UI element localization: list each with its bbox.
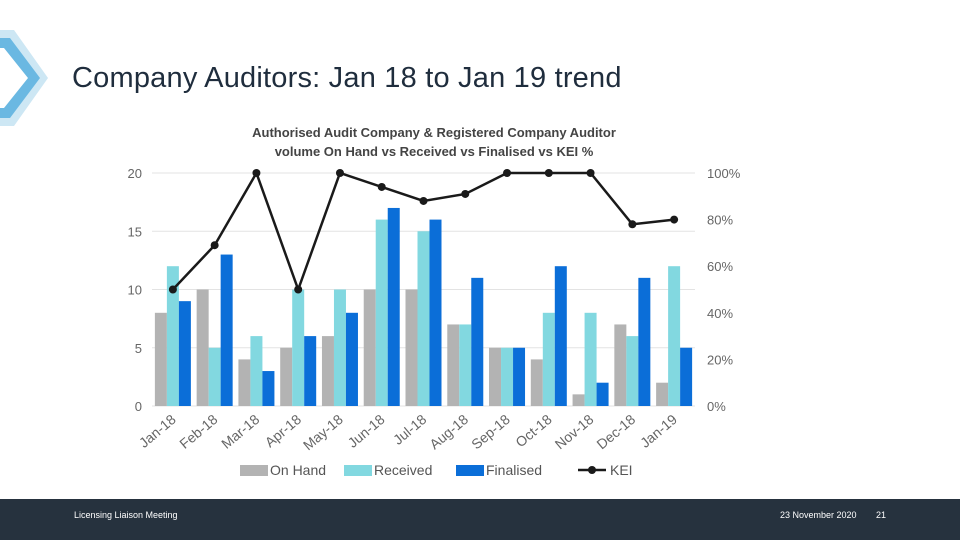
bar-finalised [304, 336, 317, 406]
x-tick-label: Jan-19 [637, 411, 680, 451]
bar-on-hand [572, 394, 585, 406]
x-tick-label: May-18 [300, 411, 346, 453]
bar-received [542, 312, 555, 406]
bar-received [166, 266, 179, 406]
bar-received [333, 289, 346, 406]
legend-swatch-finalised [456, 465, 484, 476]
bar-received [584, 312, 597, 406]
legend-label: Finalised [486, 462, 542, 478]
bar-finalised [596, 382, 609, 406]
x-tick-label: Apr-18 [262, 411, 305, 450]
chart-title-line2: volume On Hand vs Received vs Finalised … [275, 144, 594, 159]
legend-label: On Hand [270, 462, 326, 478]
bar-received [626, 336, 639, 406]
kei-point [503, 169, 512, 177]
kei-point [294, 285, 303, 294]
bar-finalised [429, 219, 442, 406]
bar-on-hand [405, 289, 418, 406]
legend-label: Received [374, 462, 432, 478]
kei-point [461, 189, 470, 198]
x-tick-label: Mar-18 [218, 411, 262, 452]
y-left-tick-label: 20 [128, 166, 142, 181]
bar-on-hand [614, 324, 627, 406]
bar-on-hand [321, 336, 334, 406]
bar-finalised [262, 371, 275, 406]
bar-received [668, 266, 681, 406]
footer-page-number: 21 [876, 510, 887, 520]
kei-point [586, 169, 595, 177]
kei-point [544, 169, 553, 177]
bar-on-hand [656, 382, 669, 406]
legend-label: KEI [610, 462, 633, 478]
bar-on-hand [530, 359, 543, 406]
bar-finalised [513, 347, 526, 406]
kei-point [419, 196, 428, 205]
kei-point [628, 220, 637, 229]
bar-received [208, 347, 221, 406]
kei-point [670, 215, 679, 224]
slide-title: Company Auditors: Jan 18 to Jan 19 trend [72, 62, 622, 94]
bar-finalised [345, 312, 358, 406]
bar-received [292, 289, 305, 406]
legend-swatch-kei-dot [588, 466, 596, 474]
bar-received [459, 324, 472, 406]
x-tick-label: Jul-18 [390, 411, 430, 448]
bar-on-hand [363, 289, 376, 406]
kei-point [168, 285, 177, 294]
y-left-tick-label: 15 [128, 224, 142, 239]
bar-received [375, 219, 388, 406]
kei-point [210, 241, 219, 250]
x-tick-label: Jun-18 [345, 411, 388, 451]
bar-received [501, 347, 514, 406]
chevron-decoration-icon [0, 30, 48, 126]
footer-bar: Licensing Liaison Meeting 23 November 20… [0, 499, 960, 540]
y-right-tick-label: 20% [707, 352, 733, 367]
x-tick-label: Aug-18 [426, 411, 471, 452]
bar-on-hand [154, 312, 167, 406]
x-tick-label: Feb-18 [176, 411, 220, 452]
bar-finalised [471, 277, 484, 406]
y-left-tick-label: 5 [135, 341, 142, 356]
footer-date: 23 November 2020 [780, 510, 857, 520]
x-tick-label: Dec-18 [593, 411, 638, 452]
bar-received [250, 336, 263, 406]
bar-on-hand [489, 347, 502, 406]
chart-title-line1: Authorised Audit Company & Registered Co… [252, 125, 616, 140]
bar-finalised [387, 207, 400, 406]
x-tick-label: Jan-18 [136, 411, 179, 451]
x-tick-label: Sep-18 [468, 411, 513, 452]
legend-swatch-on-hand [240, 465, 268, 476]
legend-swatch-received [344, 465, 372, 476]
kei-point [335, 169, 344, 177]
x-tick-label: Nov-18 [552, 411, 597, 452]
bar-on-hand [196, 289, 209, 406]
bar-received [417, 231, 430, 406]
y-right-tick-label: 100% [707, 166, 741, 181]
y-right-tick-label: 60% [707, 259, 733, 274]
x-tick-label: Oct-18 [512, 411, 555, 450]
y-left-tick-label: 0 [135, 399, 142, 414]
chart: Authorised Audit Company & Registered Co… [128, 125, 741, 478]
kei-point [377, 182, 386, 191]
y-right-tick-label: 80% [707, 213, 733, 228]
y-right-tick-label: 0% [707, 399, 726, 414]
kei-point [252, 169, 261, 177]
bar-on-hand [238, 359, 251, 406]
y-right-tick-label: 40% [707, 306, 733, 321]
bar-finalised [220, 254, 233, 406]
bar-finalised [554, 266, 567, 406]
y-left-tick-label: 10 [128, 283, 142, 298]
footer-meeting: Licensing Liaison Meeting [74, 510, 178, 520]
bar-on-hand [280, 347, 293, 406]
bar-on-hand [447, 324, 460, 406]
bar-finalised [178, 301, 191, 406]
bar-finalised [638, 277, 651, 406]
bar-finalised [680, 347, 693, 406]
